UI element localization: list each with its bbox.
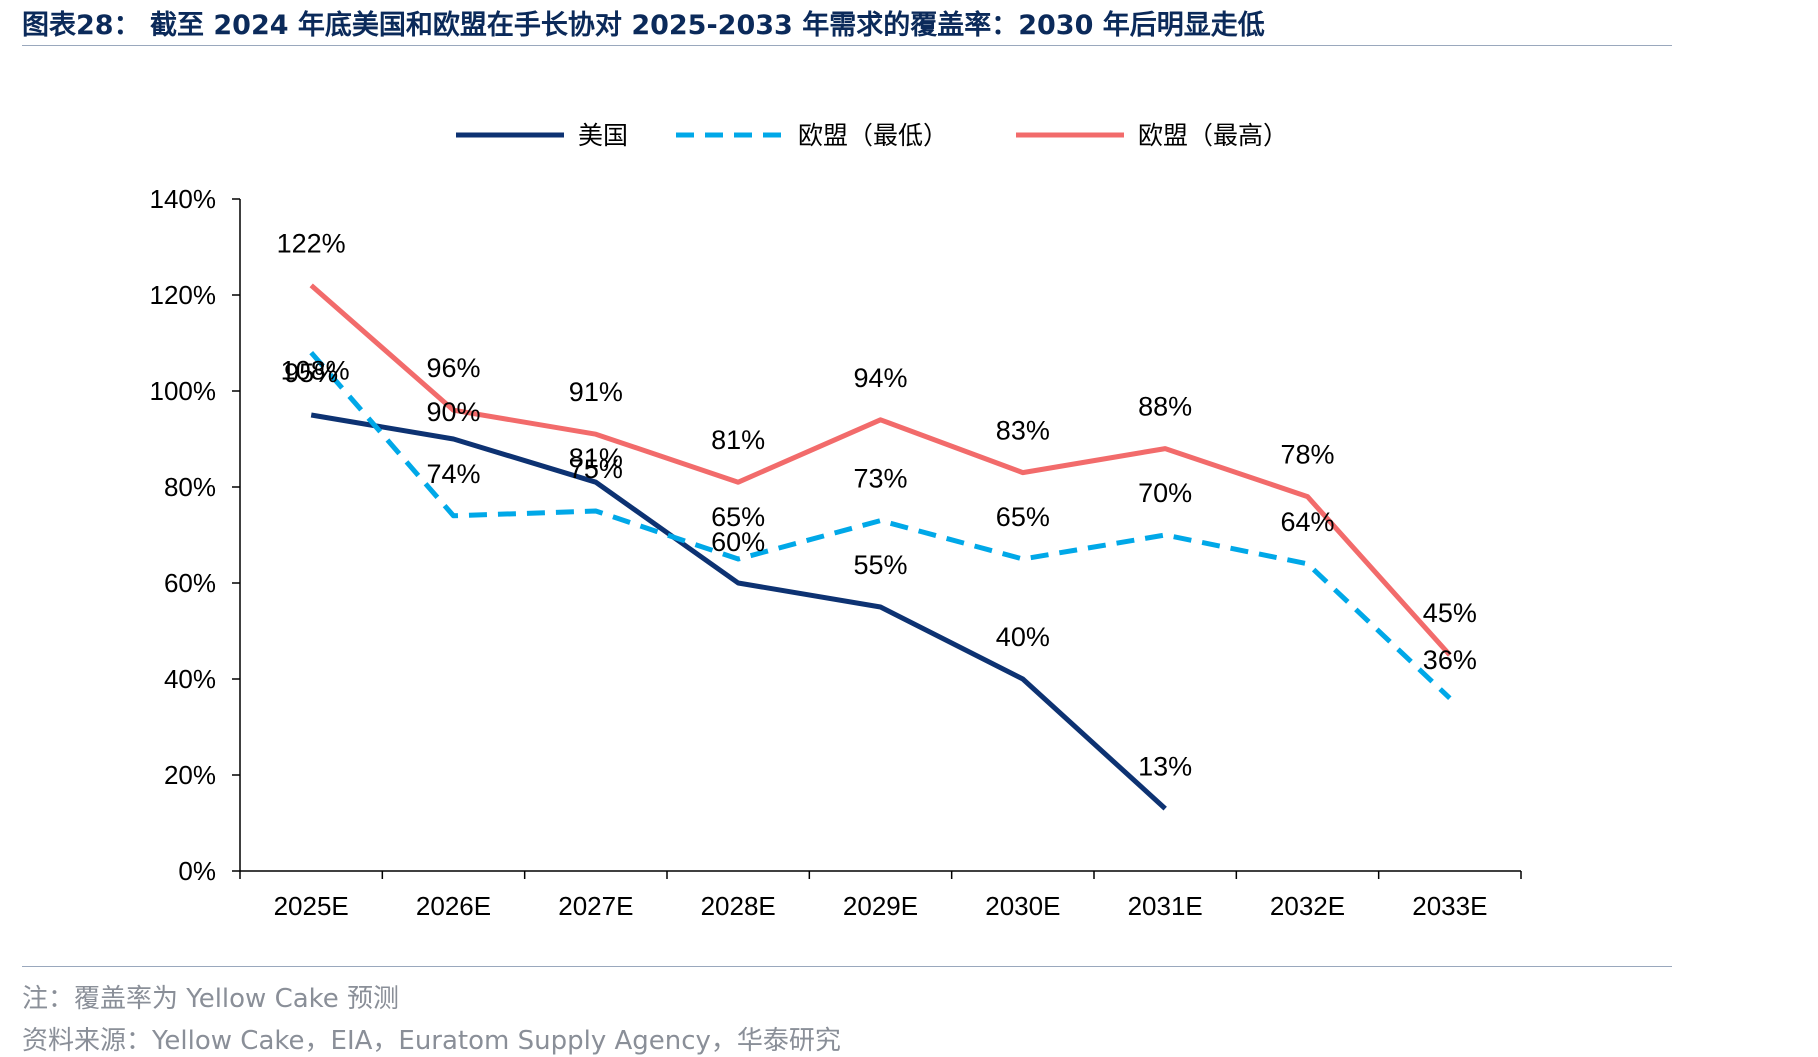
data-label: 73% (853, 464, 907, 494)
chart-source: 资料来源：Yellow Cake，EIA，Euratom Supply Agen… (22, 1026, 841, 1056)
data-label: 65% (711, 502, 765, 532)
data-label: 74% (426, 459, 480, 489)
legend-label-1: 欧盟（最低） (798, 121, 948, 150)
title-divider (22, 45, 1672, 46)
x-tick-label: 2028E (701, 891, 776, 921)
chart-series (309, 283, 1452, 811)
data-label: 90% (426, 397, 480, 427)
x-tick-label: 2030E (985, 891, 1060, 921)
data-label: 81% (711, 425, 765, 455)
chart-axes: 0% 20% 40% 60% 80% 100% 120% 140% 2025E 2026E 2027… (150, 184, 1522, 921)
data-label: 122% (277, 228, 346, 258)
chart-note: 注：覆盖率为 Yellow Cake 预测 (22, 984, 400, 1014)
data-label: 60% (711, 527, 765, 557)
y-tick-label: 20% (164, 760, 216, 790)
y-tick-label: 140% (150, 184, 217, 214)
y-tick-label: 120% (150, 280, 217, 310)
data-label: 70% (1138, 478, 1192, 508)
y-tick-label: 80% (164, 472, 216, 502)
data-label: 108% (281, 356, 350, 386)
data-label: 78% (1280, 440, 1334, 470)
x-tick-label: 2027E (558, 891, 633, 921)
legend-label-0: 美国 (578, 121, 628, 150)
x-tick-label: 2032E (1270, 891, 1345, 921)
data-label: 45% (1423, 598, 1477, 628)
data-label: 65% (996, 502, 1050, 532)
x-tick-label: 2025E (274, 891, 349, 921)
series-line-1 (309, 350, 1452, 701)
data-label: 13% (1138, 752, 1192, 782)
x-tick-label: 2026E (416, 891, 491, 921)
y-tick-label: 40% (164, 664, 216, 694)
data-label: 64% (1280, 507, 1334, 537)
chart-data-labels: 95% 90% 81% 60% 55% 40% 13% 108% 74% 75% 65% 73% 65%… (277, 228, 1477, 781)
data-label: 36% (1423, 645, 1477, 675)
data-label: 95% (284, 358, 338, 388)
chart-legend: 美国 欧盟（最低） 欧盟（最高） (456, 121, 1288, 150)
y-tick-label: 0% (178, 856, 216, 886)
footer-divider (22, 966, 1672, 967)
data-label: 91% (569, 377, 623, 407)
x-tick-label: 2029E (843, 891, 918, 921)
y-tick-label: 100% (150, 376, 217, 406)
page-title: 图表28： 截至 2024 年底美国和欧盟在手长协对 2025-2033 年需求… (22, 10, 1265, 41)
data-label: 40% (996, 622, 1050, 652)
data-label: 96% (426, 353, 480, 383)
data-label: 94% (853, 363, 907, 393)
data-label: 55% (853, 550, 907, 580)
data-label: 75% (569, 454, 623, 484)
data-label: 88% (1138, 392, 1192, 422)
data-label: 83% (996, 416, 1050, 446)
series-line-2 (309, 283, 1452, 657)
x-tick-label: 2031E (1128, 891, 1203, 921)
series-line-0 (310, 412, 1167, 811)
legend-label-2: 欧盟（最高） (1138, 121, 1288, 150)
y-tick-label: 60% (164, 568, 216, 598)
data-label: 81% (569, 443, 623, 473)
x-tick-label: 2033E (1412, 891, 1487, 921)
